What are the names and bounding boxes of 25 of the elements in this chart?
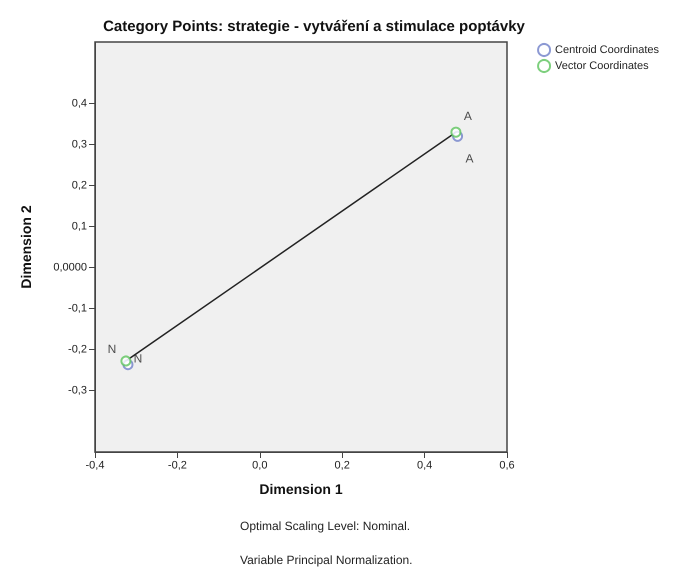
x-tick-label: -0,2 xyxy=(168,460,187,472)
y-tick-label: -0,2 xyxy=(68,344,87,356)
x-tick-label: 0,6 xyxy=(499,460,515,472)
y-tick-label: -0,1 xyxy=(68,302,87,314)
x-tick-label: 0,2 xyxy=(334,460,350,472)
chart-title: Category Points: strategie - vytváření a stimulace poptávky xyxy=(103,18,526,35)
y-tick-label: 0,4 xyxy=(72,98,87,110)
x-axis-title: Dimension 1 xyxy=(259,481,343,497)
annotation: A xyxy=(464,109,472,124)
y-tick-label: 0,3 xyxy=(72,138,87,150)
annotation: N xyxy=(134,352,142,366)
annotation: A xyxy=(466,151,474,166)
y-tick-label: -0,3 xyxy=(68,384,87,396)
legend-label: Centroid Coordinates xyxy=(555,44,660,56)
x-tick-label: 0,4 xyxy=(416,460,432,472)
text: Variable Principal Normalization. xyxy=(240,553,413,567)
x-tick-label: 0,0 xyxy=(252,460,268,472)
x-tick-label: -0,4 xyxy=(86,460,104,472)
y-tick-label: 0,1 xyxy=(72,220,87,232)
annotation: N xyxy=(108,342,116,356)
y-tick-label: 0,2 xyxy=(72,180,87,192)
y-axis-title: Dimension 2 xyxy=(18,205,34,289)
legend-label: Vector Coordinates xyxy=(555,60,650,72)
y-tick-label: 0,0000 xyxy=(53,262,87,274)
text: Optimal Scaling Level: Nominal. xyxy=(240,519,410,533)
